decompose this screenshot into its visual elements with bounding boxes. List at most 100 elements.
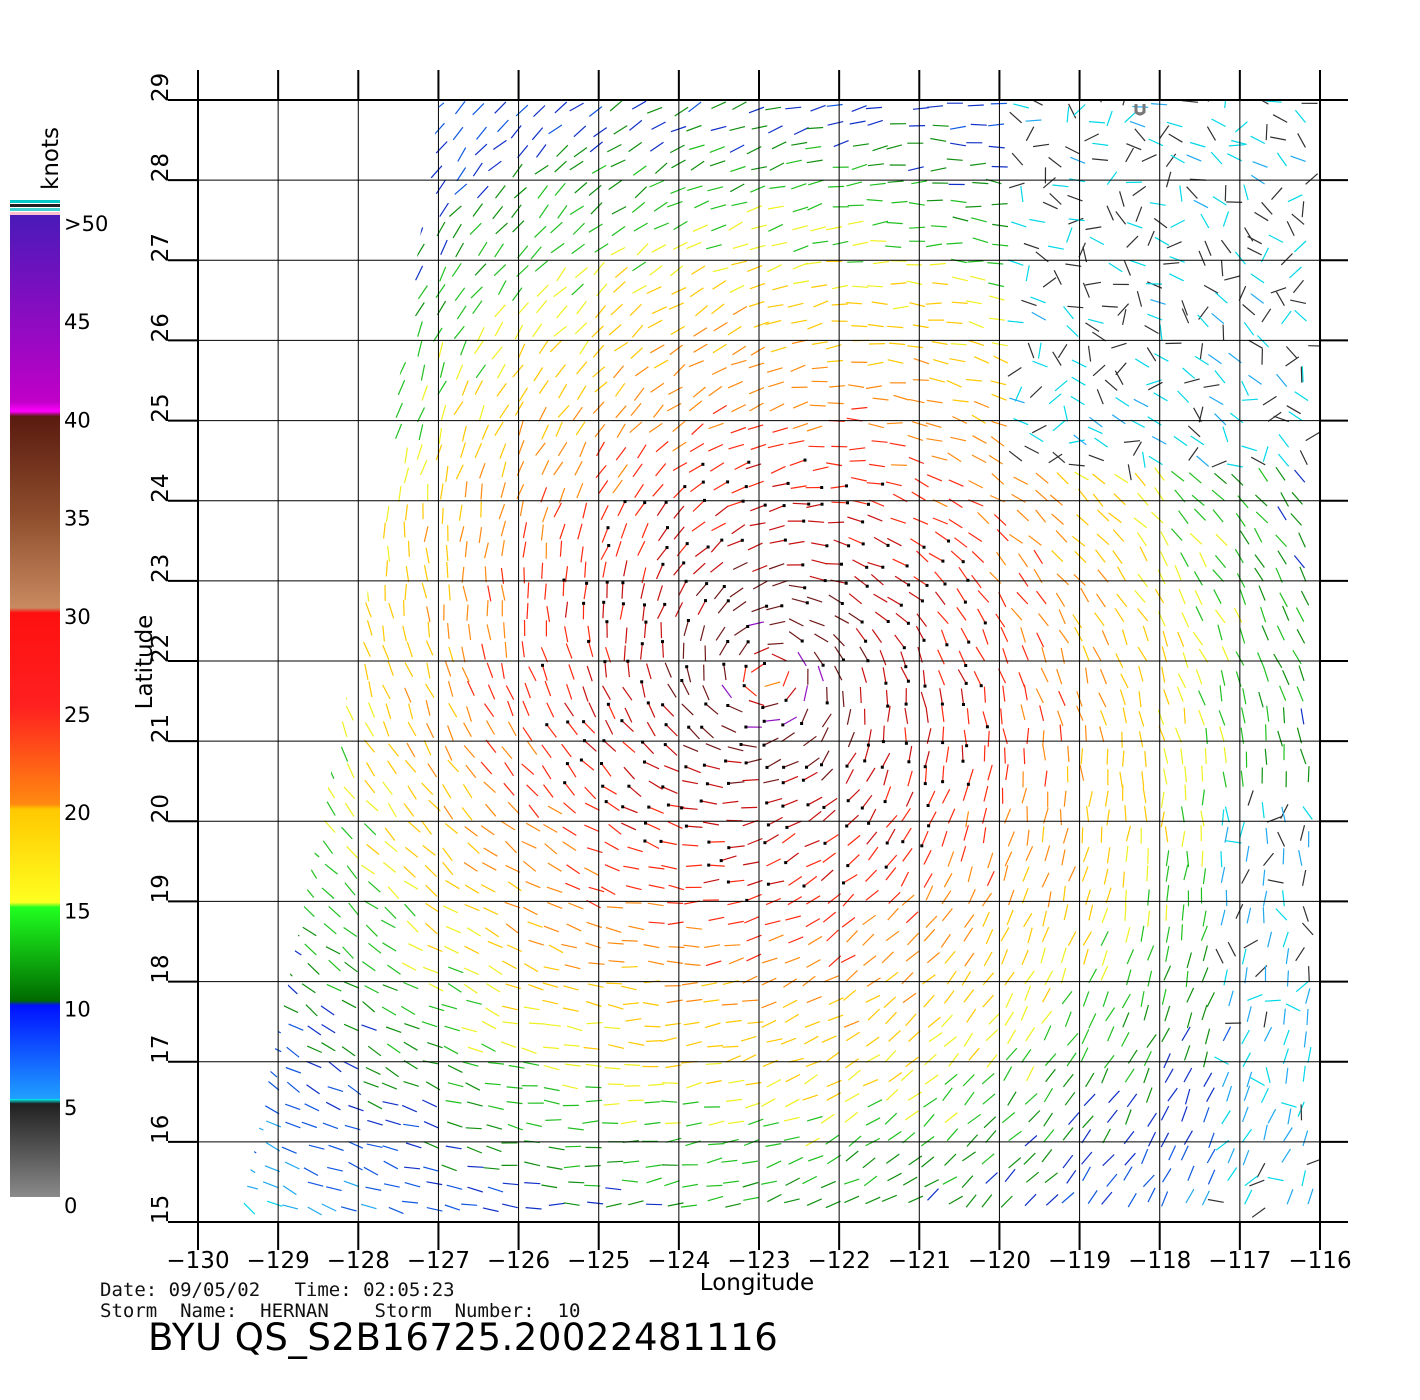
wind-vector <box>706 1184 723 1187</box>
rain-flag-dot <box>802 519 806 523</box>
rain-flag-dot <box>722 662 726 666</box>
wind-vector <box>243 884 257 896</box>
wind-vector <box>398 485 402 502</box>
wind-vector <box>791 598 808 604</box>
rain-flag-dot <box>562 578 566 582</box>
wind-vector <box>319 180 330 195</box>
wind-vector <box>1115 396 1130 407</box>
wind-vector <box>1241 869 1250 884</box>
wind-vector <box>1108 512 1122 524</box>
wind-vector <box>430 165 443 179</box>
rain-flag-dot <box>762 743 766 747</box>
wind-vector <box>1136 291 1143 307</box>
latitude-tick: 27 <box>148 233 174 262</box>
wind-vector <box>674 106 689 117</box>
wind-vector <box>240 124 247 134</box>
wind-vector <box>1084 133 1100 142</box>
wind-vector <box>219 145 228 158</box>
wind-vector <box>507 700 514 717</box>
wind-vector <box>713 481 728 491</box>
wind-vector <box>204 941 215 952</box>
rain-flag-dot <box>922 545 926 549</box>
wind-vector <box>301 1121 317 1129</box>
wind-vector <box>228 822 235 837</box>
wind-vector <box>526 1122 542 1128</box>
wind-vector <box>732 101 747 111</box>
wind-vector <box>988 282 1004 288</box>
wind-vector <box>1215 533 1228 547</box>
wind-vector <box>426 1181 443 1186</box>
wind-vector <box>500 1041 517 1048</box>
wind-vector <box>1308 966 1310 983</box>
wind-vector <box>283 900 295 915</box>
rain-flag-dot <box>566 720 570 724</box>
wind-vector <box>1066 325 1079 338</box>
rain-flag-dot <box>941 780 945 784</box>
wind-vector <box>869 463 886 468</box>
wind-vector <box>641 681 646 698</box>
wind-vector <box>1119 771 1123 788</box>
rain-flag-dot <box>825 544 829 548</box>
wind-vector <box>866 482 883 485</box>
wind-vector <box>445 1100 462 1104</box>
wind-vector <box>1067 305 1084 309</box>
wind-vector <box>702 685 710 701</box>
wind-vector <box>425 683 435 698</box>
wind-vector <box>1005 992 1014 1008</box>
wind-vector <box>462 1061 479 1067</box>
wind-vector <box>765 1143 782 1147</box>
wind-vector <box>324 863 338 875</box>
wind-vector <box>771 141 787 150</box>
wind-vector <box>403 1123 420 1128</box>
wind-vector <box>220 344 224 360</box>
wind-vector <box>859 646 869 661</box>
wind-vector <box>1107 1026 1115 1042</box>
wind-vector <box>279 240 288 256</box>
wind-vector <box>421 1021 438 1028</box>
wind-vector <box>608 960 625 963</box>
wind-vector <box>1222 771 1227 788</box>
rain-flag-dot <box>621 805 625 809</box>
wind-vector <box>966 708 970 725</box>
wind-vector <box>1142 786 1147 804</box>
wind-vector <box>292 103 303 118</box>
wind-vector <box>866 831 878 845</box>
wind-vector <box>1291 491 1303 505</box>
wind-vector <box>1097 509 1110 522</box>
rain-flag-dot <box>907 583 911 587</box>
wind-vector <box>1243 1085 1251 1101</box>
wind-vector <box>1101 305 1118 308</box>
wind-vector <box>685 766 701 774</box>
wind-vector <box>742 666 747 683</box>
wind-vector <box>693 327 708 337</box>
wind-vector <box>1147 945 1155 961</box>
wind-vector <box>228 741 233 756</box>
wind-vector <box>1092 158 1109 161</box>
wind-vector <box>1027 927 1033 944</box>
wind-vector <box>695 583 708 597</box>
wind-vector <box>725 1055 741 1063</box>
rain-flag-dot <box>840 562 843 566</box>
wind-vector <box>1292 279 1304 294</box>
wind-vector <box>463 722 472 737</box>
rain-flag-dot <box>682 561 686 565</box>
colorbar-label: 20 <box>64 801 91 825</box>
wind-vector <box>1072 614 1083 629</box>
wind-vector <box>240 261 243 277</box>
wind-vector <box>1281 310 1292 325</box>
wind-vector <box>947 452 962 463</box>
wind-vector <box>766 798 783 804</box>
wind-vector <box>1250 174 1265 185</box>
wind-vector <box>1242 1052 1251 1068</box>
wind-vector <box>207 1122 220 1131</box>
rain-flag-dot <box>781 781 785 785</box>
wind-vector <box>941 890 952 905</box>
wind-vector <box>1082 846 1090 863</box>
wind-vector <box>682 780 699 785</box>
wind-vector <box>1296 629 1306 644</box>
wind-vector <box>747 424 764 430</box>
wind-vector <box>885 245 902 248</box>
wind-vector <box>262 927 277 938</box>
rain-flag-dot <box>705 782 709 786</box>
wind-vector <box>416 101 425 116</box>
